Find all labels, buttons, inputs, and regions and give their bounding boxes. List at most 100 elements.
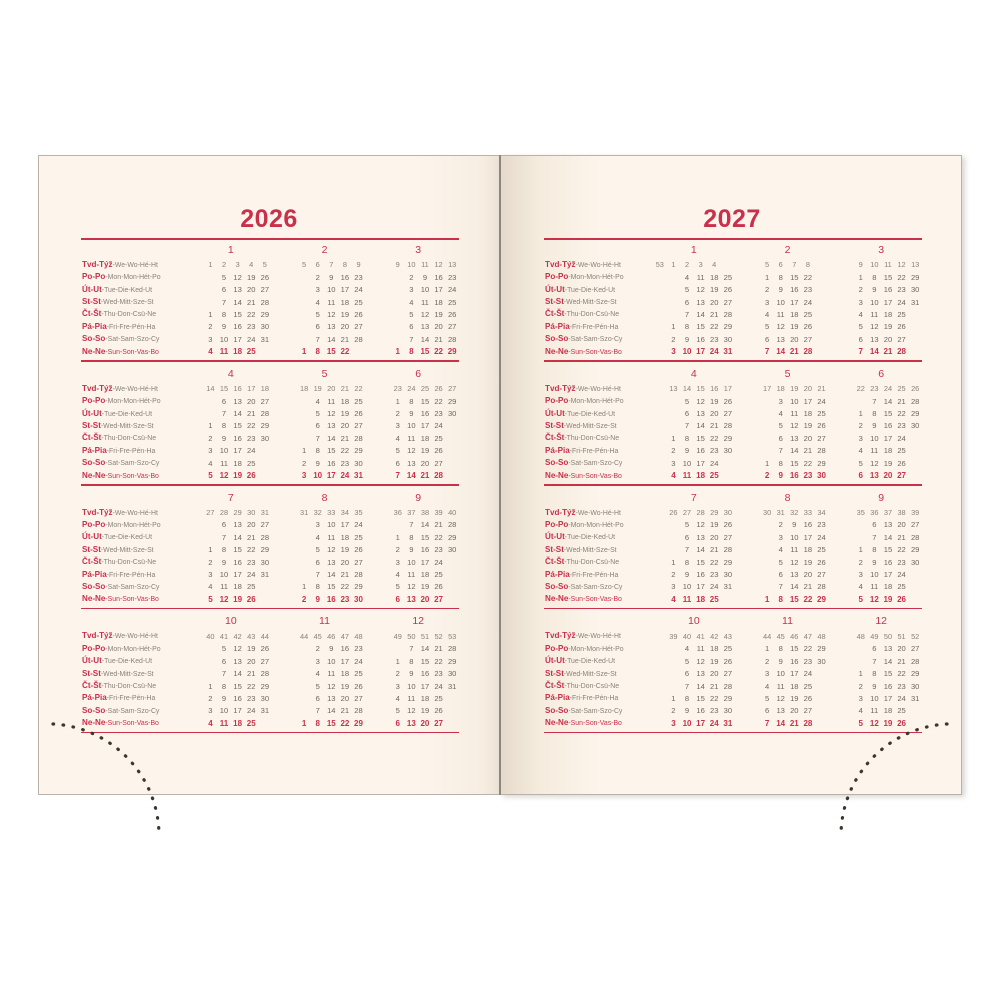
week-number-cell[interactable]: 36: [393, 508, 402, 518]
day-number-cell[interactable]: 10: [776, 297, 785, 307]
day-number-cell[interactable]: 16: [789, 471, 799, 481]
day-number-cell[interactable]: 17: [883, 433, 893, 443]
day-number-cell[interactable]: 3: [315, 656, 320, 666]
day-number-cell[interactable]: 20: [710, 297, 719, 307]
day-number-cell[interactable]: 23: [434, 669, 443, 679]
week-number-cell[interactable]: 25: [897, 384, 906, 394]
day-number-cell[interactable]: 30: [723, 446, 733, 456]
day-number-cell[interactable]: 5: [409, 309, 414, 319]
day-number-cell[interactable]: 10: [327, 656, 336, 666]
day-number-cell[interactable]: 26: [817, 421, 826, 431]
day-number-cell[interactable]: 3: [671, 458, 676, 468]
day-number-cell[interactable]: 27: [803, 334, 813, 344]
day-number-cell[interactable]: 22: [710, 433, 719, 443]
day-number-cell[interactable]: 6: [764, 706, 770, 716]
day-number-cell[interactable]: 5: [315, 309, 320, 319]
day-number-cell[interactable]: 14: [233, 532, 242, 542]
day-number-cell[interactable]: 23: [710, 446, 719, 456]
week-number-cell[interactable]: 45: [313, 631, 322, 641]
day-number-cell[interactable]: 8: [221, 421, 227, 431]
day-number-cell[interactable]: 18: [710, 644, 719, 654]
month-number-heading[interactable]: 6: [878, 367, 885, 380]
day-number-cell[interactable]: 26: [447, 309, 457, 319]
day-number-cell[interactable]: 19: [233, 594, 243, 604]
day-number-cell[interactable]: 25: [246, 718, 256, 728]
day-number-cell[interactable]: 11: [219, 718, 229, 728]
week-number-cell[interactable]: 46: [790, 631, 799, 641]
day-number-cell[interactable]: 1: [208, 309, 213, 319]
day-number-cell[interactable]: 27: [723, 297, 733, 307]
day-number-cell[interactable]: 11: [696, 272, 705, 282]
day-number-cell[interactable]: 2: [208, 693, 213, 703]
day-number-cell[interactable]: 15: [883, 545, 893, 555]
day-number-cell[interactable]: 28: [723, 309, 733, 319]
day-number-cell[interactable]: 31: [260, 334, 270, 344]
day-number-cell[interactable]: 23: [897, 681, 906, 691]
day-number-cell[interactable]: 26: [803, 322, 813, 332]
day-number-cell[interactable]: 6: [684, 297, 690, 307]
day-number-cell[interactable]: 1: [395, 656, 400, 666]
day-number-cell[interactable]: 11: [220, 582, 228, 592]
week-number-cell[interactable]: 28: [696, 508, 705, 518]
month-number-heading[interactable]: 7: [690, 491, 697, 504]
day-number-cell[interactable]: 21: [897, 396, 906, 406]
day-number-cell[interactable]: 3: [208, 570, 213, 580]
week-number-cell[interactable]: 18: [776, 384, 785, 394]
week-number-cell[interactable]: 34: [340, 508, 350, 518]
week-number-cell[interactable]: 41: [219, 631, 229, 641]
week-number-cell[interactable]: 50: [407, 631, 416, 641]
day-number-cell[interactable]: 26: [354, 309, 363, 319]
day-number-cell[interactable]: 16: [883, 421, 893, 431]
day-number-cell[interactable]: 20: [803, 570, 813, 580]
day-number-cell[interactable]: 10: [219, 570, 229, 580]
day-number-cell[interactable]: 28: [260, 669, 270, 679]
day-number-cell[interactable]: 30: [910, 681, 920, 691]
day-number-cell[interactable]: 4: [208, 347, 213, 357]
day-number-cell[interactable]: 7: [778, 446, 783, 456]
day-number-cell[interactable]: 17: [803, 532, 813, 542]
day-number-cell[interactable]: 1: [395, 396, 400, 406]
day-number-cell[interactable]: 25: [434, 433, 443, 443]
day-number-cell[interactable]: 3: [315, 285, 320, 295]
day-number-cell[interactable]: 21: [340, 570, 350, 580]
day-number-cell[interactable]: 24: [709, 347, 719, 357]
day-number-cell[interactable]: 1: [671, 322, 676, 332]
week-number-cell[interactable]: 26: [669, 508, 678, 518]
week-number-cell[interactable]: 42: [710, 631, 719, 641]
day-number-cell[interactable]: 2: [315, 644, 320, 654]
day-number-cell[interactable]: 22: [803, 272, 813, 282]
day-number-cell[interactable]: 1: [858, 409, 863, 418]
month-number-heading[interactable]: 12: [875, 615, 887, 628]
day-number-cell[interactable]: 14: [420, 520, 430, 530]
day-number-cell[interactable]: 29: [260, 681, 270, 691]
day-number-cell[interactable]: 18: [883, 309, 893, 319]
day-number-cell[interactable]: 12: [696, 285, 705, 295]
day-number-cell[interactable]: 7: [409, 520, 414, 530]
day-number-cell[interactable]: 24: [247, 706, 256, 716]
day-number-cell[interactable]: 26: [723, 520, 733, 530]
day-number-cell[interactable]: 24: [709, 718, 719, 728]
week-number-cell[interactable]: 10: [407, 260, 416, 270]
day-number-cell[interactable]: 17: [233, 334, 242, 344]
day-number-cell[interactable]: 7: [778, 582, 783, 592]
day-number-cell[interactable]: 23: [803, 656, 813, 666]
day-number-cell[interactable]: 4: [395, 433, 400, 443]
day-number-cell[interactable]: 6: [778, 570, 783, 580]
day-number-cell[interactable]: 12: [869, 594, 879, 604]
day-number-cell[interactable]: 2: [764, 285, 770, 295]
day-number-cell[interactable]: 16: [420, 545, 430, 555]
week-number-cell[interactable]: 12: [434, 260, 443, 270]
week-number-cell[interactable]: 4: [249, 260, 254, 270]
day-number-cell[interactable]: 12: [696, 656, 705, 666]
week-number-cell[interactable]: 34: [817, 508, 826, 518]
week-number-cell[interactable]: 40: [448, 508, 457, 518]
day-number-cell[interactable]: 2: [409, 272, 414, 282]
day-number-cell[interactable]: 25: [817, 409, 826, 418]
day-number-cell[interactable]: 11: [870, 309, 879, 319]
day-number-cell[interactable]: 18: [790, 681, 799, 691]
day-number-cell[interactable]: 18: [434, 297, 443, 307]
day-number-cell[interactable]: 9: [315, 594, 320, 604]
day-number-cell[interactable]: 20: [340, 557, 350, 567]
day-number-cell[interactable]: 6: [684, 669, 690, 679]
day-number-cell[interactable]: 17: [883, 297, 893, 307]
